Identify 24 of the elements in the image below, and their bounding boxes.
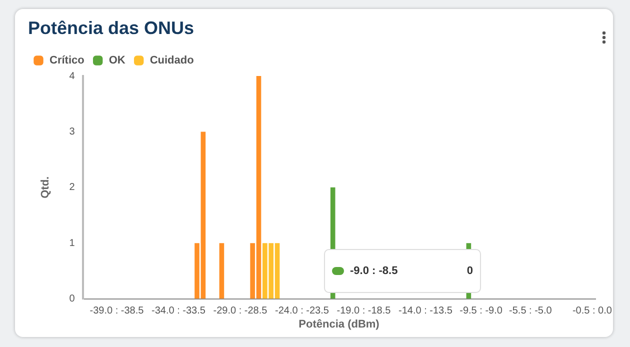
x-tick-label: -34.0 : -33.5 [152, 306, 206, 317]
x-tick-label: -29.0 : -28.5 [213, 306, 268, 317]
bar [219, 243, 224, 299]
y-tick-label: 4 [69, 70, 76, 82]
y-tick-label: 3 [69, 126, 76, 138]
x-tick-label: -0.5 : 0.0 [572, 306, 612, 317]
legend-label: Crítico [50, 54, 85, 67]
y-tick-label: 2 [69, 182, 76, 194]
x-tick-label: -39.0 : -38.5 [90, 306, 144, 317]
annotation: 0 [466, 265, 473, 277]
x-tick-label: -5.5 : -5.0 [509, 306, 552, 317]
x-tick-label: -14.0 : -13.5 [398, 306, 453, 317]
legend-label: OK [108, 54, 126, 67]
x-tick-label: -9.5 : -9.0 [460, 306, 503, 317]
x-tick-label: -19.0 : -18.5 [336, 306, 392, 317]
x-tick-label: -24.0 : -23.5 [275, 306, 330, 317]
x-axis-title: Potência (dBm) [298, 318, 380, 330]
tooltip: -9.0 : -8.5 0 [324, 249, 481, 293]
y-tick-label: 1 [69, 238, 76, 249]
annotation: -9.0 : -8.5 [350, 265, 398, 277]
legend-label: Cuidado [150, 54, 194, 67]
chart-title: Potência das ONUs [28, 18, 194, 39]
y-axis-title: Qtd. [40, 176, 52, 198]
y-tick-label: 0 [69, 294, 76, 305]
